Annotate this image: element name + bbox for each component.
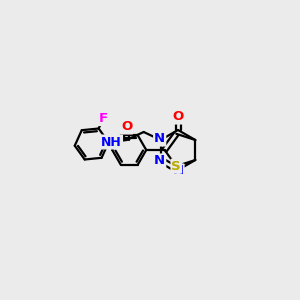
Text: N: N — [154, 154, 165, 167]
Text: S: S — [172, 160, 181, 173]
Text: NH: NH — [101, 136, 122, 148]
Text: N: N — [154, 133, 165, 146]
Text: F: F — [99, 112, 108, 125]
Text: O: O — [121, 121, 132, 134]
Text: N: N — [172, 164, 184, 178]
Text: O: O — [172, 110, 184, 124]
